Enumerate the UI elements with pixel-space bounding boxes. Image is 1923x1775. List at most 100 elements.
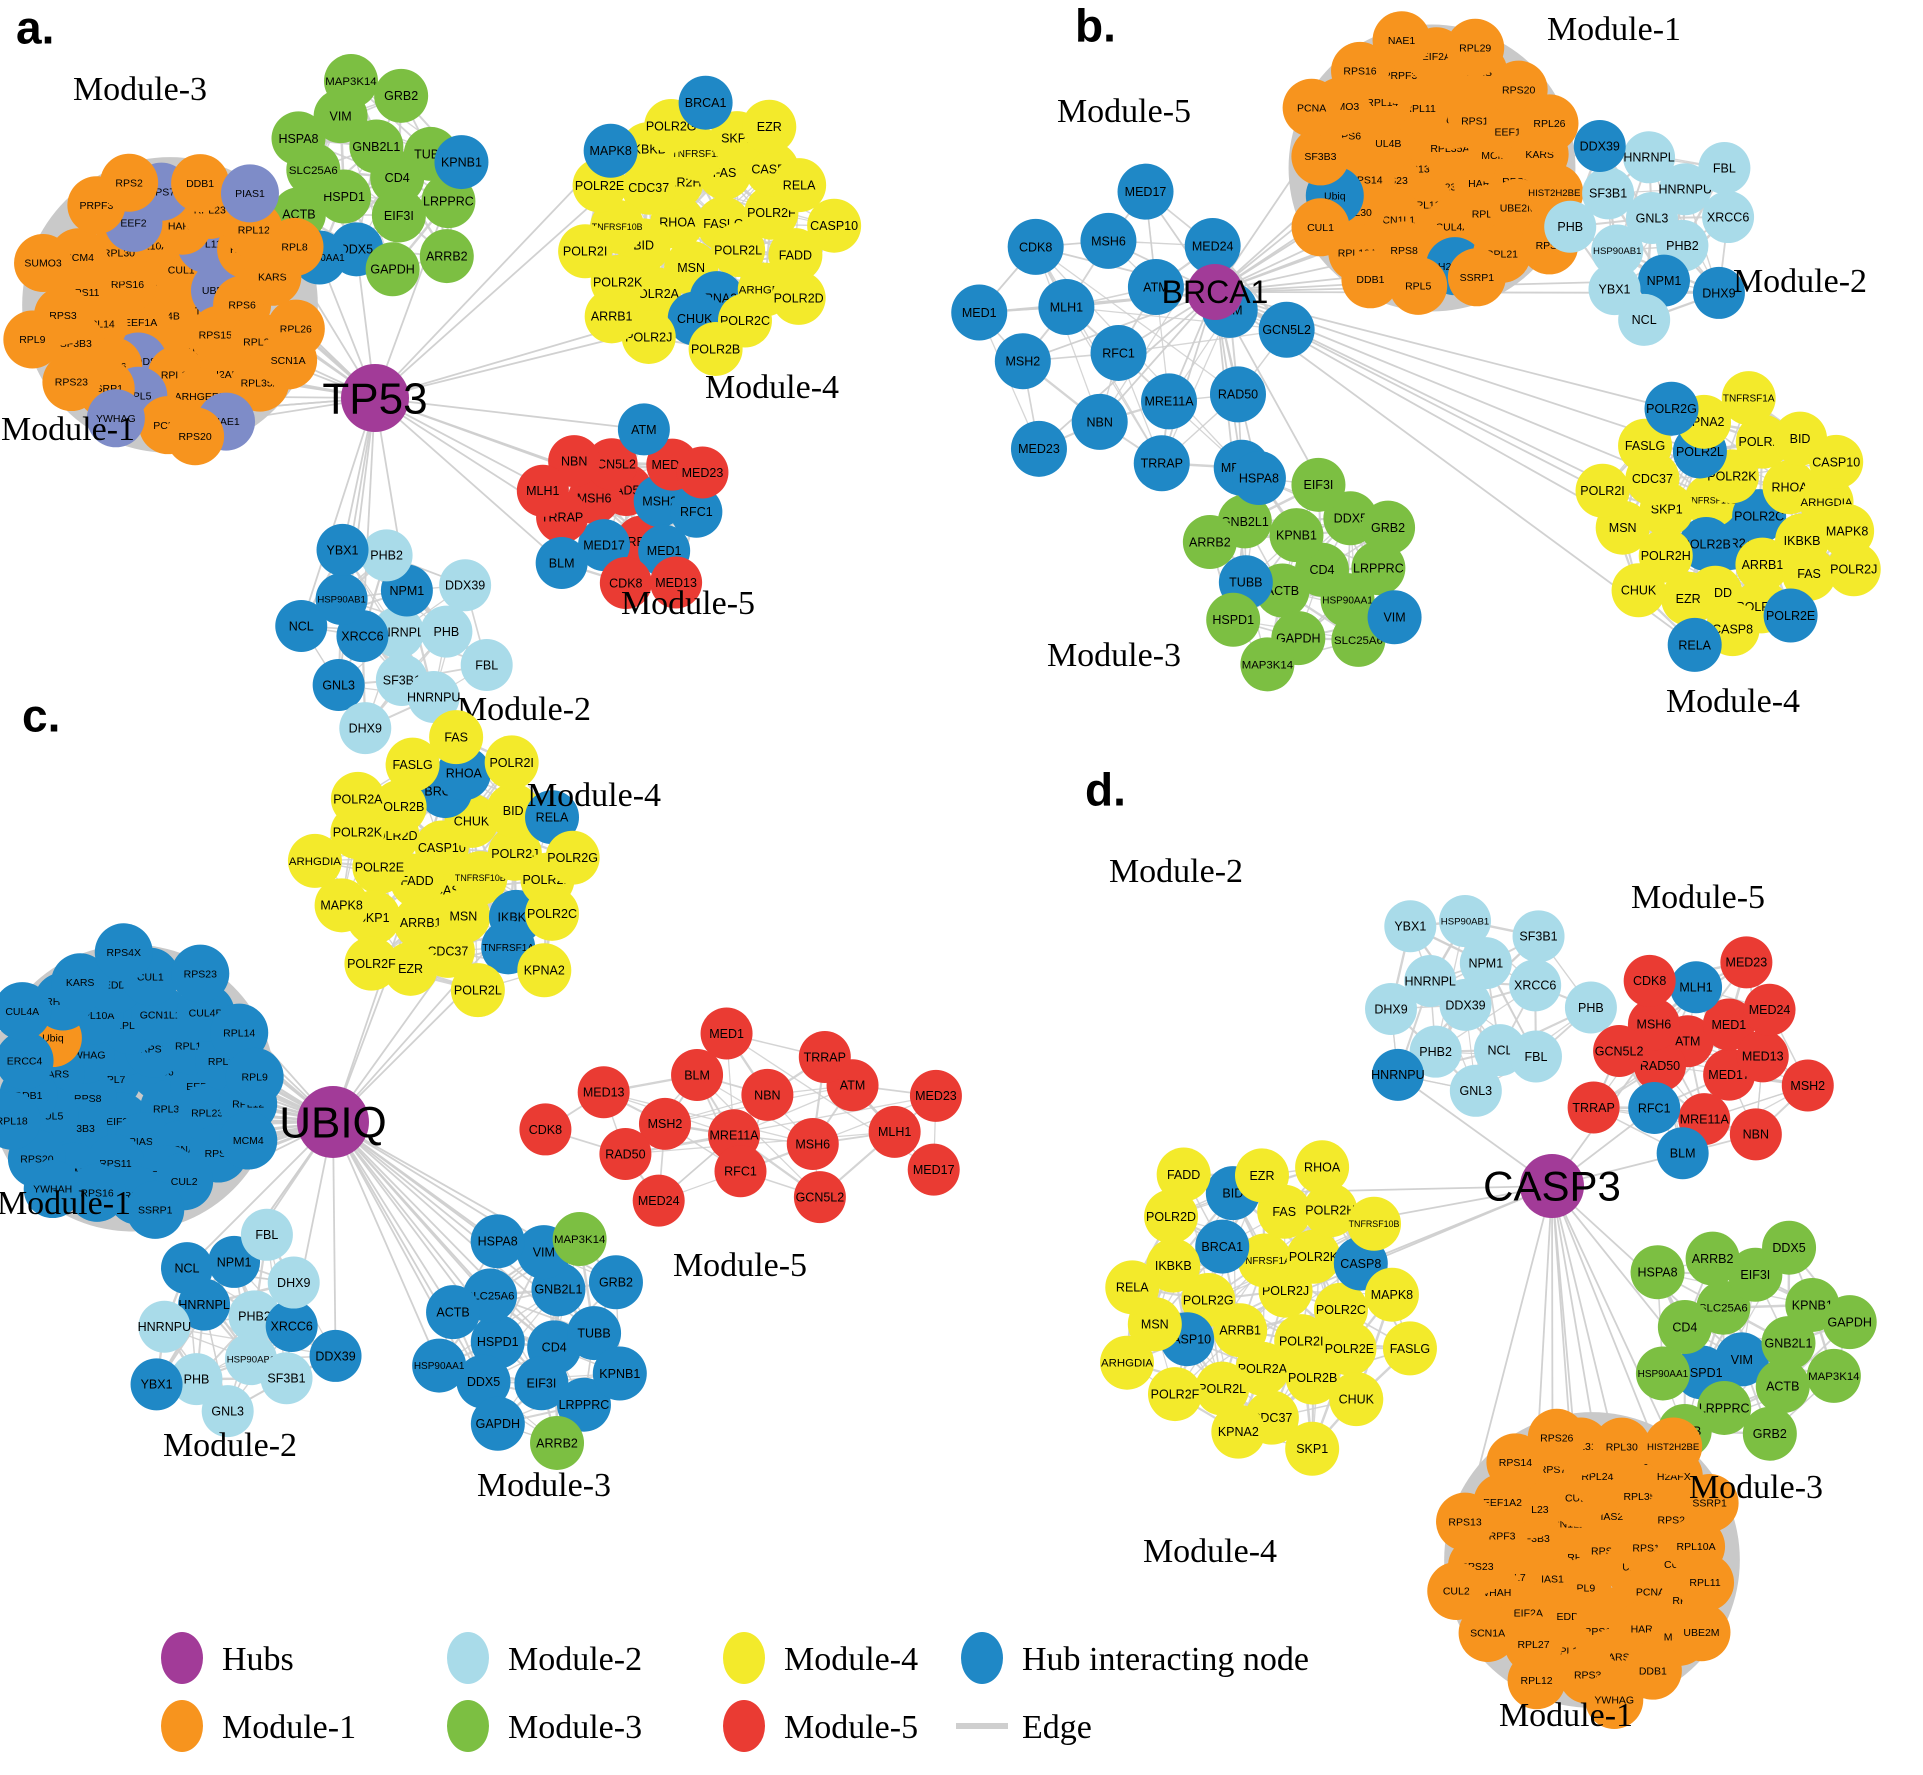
node-CASP10[interactable]: CASP10: [807, 198, 862, 253]
node-CUL1[interactable]: CUL1: [1291, 198, 1350, 257]
node-MED24[interactable]: MED24: [1743, 983, 1796, 1036]
node-HSPD1[interactable]: HSPD1: [1206, 592, 1261, 647]
node-TRRAP[interactable]: TRRAP: [1133, 435, 1190, 492]
node-POLR2A[interactable]: POLR2A: [330, 771, 385, 826]
node-MLH1[interactable]: MLH1: [516, 464, 569, 517]
node-HSPA8[interactable]: HSPA8: [1630, 1245, 1685, 1300]
node-MED13[interactable]: MED13: [650, 556, 703, 609]
node-MLH1[interactable]: MLH1: [1670, 961, 1723, 1014]
node-ATM[interactable]: ATM: [1127, 259, 1184, 316]
node-PIAS1[interactable]: PIAS1: [220, 164, 279, 223]
node-CHUK[interactable]: CHUK: [1611, 563, 1666, 618]
node-TRRAP[interactable]: TRRAP: [798, 1031, 851, 1084]
node-YBX1[interactable]: YBX1: [130, 1358, 183, 1411]
node-EIF3I[interactable]: EIF3I: [371, 188, 426, 243]
node-GAPDH[interactable]: GAPDH: [470, 1396, 525, 1451]
node-DHX9[interactable]: DHX9: [339, 702, 392, 755]
node-KPNA2[interactable]: KPNA2: [517, 943, 572, 998]
node-GCN5L2[interactable]: GCN5L2: [793, 1171, 846, 1224]
node-PHB[interactable]: PHB: [420, 605, 473, 658]
node-RELA[interactable]: RELA: [772, 158, 827, 213]
node-RPL12[interactable]: RPL12: [1507, 1651, 1566, 1710]
node-MCM4[interactable]: MCM4: [219, 1111, 278, 1170]
node-GRB2[interactable]: GRB2: [1742, 1406, 1797, 1461]
node-PHB[interactable]: PHB: [1564, 981, 1617, 1034]
node-SSRP1[interactable]: SSRP1: [1680, 1474, 1739, 1533]
node-KPNA2[interactable]: KPNA2: [1211, 1404, 1266, 1459]
node-RPL9[interactable]: RPL9: [3, 310, 62, 369]
node-MED23[interactable]: MED23: [1720, 936, 1773, 989]
node-RFC1[interactable]: RFC1: [714, 1145, 767, 1198]
node-VIM[interactable]: VIM: [1367, 590, 1422, 645]
node-GAPDH[interactable]: GAPDH: [1822, 1295, 1877, 1350]
node-RPS2[interactable]: RPS2: [100, 153, 159, 212]
node-ACTB[interactable]: ACTB: [1755, 1359, 1810, 1414]
node-SSRP1[interactable]: SSRP1: [126, 1180, 185, 1239]
node-FAS[interactable]: FAS: [429, 710, 484, 765]
node-RPS20[interactable]: RPS20: [166, 407, 225, 466]
node-DDX39[interactable]: DDX39: [309, 1329, 362, 1382]
node-HSPA8[interactable]: HSPA8: [271, 111, 326, 166]
node-ARHGDIA[interactable]: ARHGDIA: [287, 833, 342, 888]
node-YWHAG[interactable]: YWHAG: [86, 389, 145, 448]
node-MAP3K14[interactable]: MAP3K14: [1806, 1348, 1861, 1403]
node-MED17[interactable]: MED17: [907, 1143, 960, 1196]
node-ARRB2[interactable]: ARRB2: [530, 1415, 585, 1470]
node-BLM[interactable]: BLM: [1656, 1127, 1709, 1180]
node-DDX5[interactable]: DDX5: [1762, 1220, 1817, 1275]
node-EZR[interactable]: EZR: [1234, 1148, 1289, 1203]
node-MSH6[interactable]: MSH6: [786, 1117, 839, 1170]
node-RFC1[interactable]: RFC1: [1628, 1081, 1681, 1134]
node-HSPA8[interactable]: HSPA8: [1231, 451, 1286, 506]
node-RHOA[interactable]: RHOA: [1295, 1140, 1350, 1195]
node-GCN5L2[interactable]: GCN5L2: [1593, 1024, 1646, 1077]
node-MED1[interactable]: MED1: [700, 1007, 753, 1060]
node-MLH1[interactable]: MLH1: [868, 1105, 921, 1158]
node-POLR2J[interactable]: POLR2J: [1826, 542, 1881, 597]
node-CDK8[interactable]: CDK8: [519, 1103, 572, 1156]
node-CDK8[interactable]: CDK8: [1623, 954, 1676, 1007]
node-XRCC6[interactable]: XRCC6: [1702, 191, 1755, 244]
node-BLM[interactable]: BLM: [535, 537, 588, 590]
node-SSRP1[interactable]: SSRP1: [1447, 248, 1506, 307]
node-RPL8[interactable]: RPL8: [265, 217, 324, 276]
node-ARHGDIA[interactable]: ARHGDIA: [1100, 1335, 1155, 1390]
node-MED23[interactable]: MED23: [909, 1069, 962, 1122]
node-MSH2[interactable]: MSH2: [994, 333, 1051, 390]
node-FBL[interactable]: FBL: [1698, 142, 1751, 195]
node-RPL9[interactable]: RPL9: [225, 1047, 284, 1106]
node-HSPA8[interactable]: HSPA8: [470, 1214, 525, 1269]
node-RPL29[interactable]: RPL29: [1446, 18, 1505, 77]
node-GNL3[interactable]: GNL3: [312, 658, 365, 711]
node-BRCA1[interactable]: BRCA1: [1195, 1219, 1250, 1274]
node-ARRB1[interactable]: ARRB1: [584, 289, 639, 344]
node-RPS4X[interactable]: RPS4X: [94, 923, 153, 982]
node-MED23[interactable]: MED23: [1010, 420, 1067, 477]
node-KPNB1[interactable]: KPNB1: [1269, 508, 1324, 563]
node-NCL[interactable]: NCL: [160, 1242, 213, 1295]
node-GAPDH[interactable]: GAPDH: [365, 242, 420, 297]
node-POLR2G[interactable]: POLR2G: [545, 830, 600, 885]
node-XRCC6[interactable]: XRCC6: [1509, 959, 1562, 1012]
node-POLR2F[interactable]: POLR2F: [344, 936, 399, 991]
node-ARRB2[interactable]: ARRB2: [1685, 1231, 1740, 1286]
node-FBL[interactable]: FBL: [240, 1208, 293, 1261]
node-MAPK8[interactable]: MAPK8: [583, 123, 638, 178]
node-POLR2C[interactable]: POLR2C: [525, 886, 580, 941]
node-ATM[interactable]: ATM: [617, 403, 670, 456]
node-RPS23[interactable]: RPS23: [171, 944, 230, 1003]
node-FADD[interactable]: FADD: [1156, 1147, 1211, 1202]
node-POLR2D[interactable]: POLR2D: [771, 270, 826, 325]
node-NCL[interactable]: NCL: [1618, 293, 1671, 346]
node-GCN5L2[interactable]: GCN5L2: [1258, 301, 1315, 358]
node-MSH2[interactable]: MSH2: [1781, 1059, 1834, 1112]
node-HSP90AB1[interactable]: HSP90AB1: [1439, 895, 1492, 948]
node-POLR2E[interactable]: POLR2E: [1322, 1321, 1377, 1376]
node-CHUK[interactable]: CHUK: [1329, 1372, 1384, 1427]
node-CUL2[interactable]: CUL2: [1427, 1561, 1486, 1620]
node-TRRAP[interactable]: TRRAP: [1567, 1081, 1620, 1134]
node-KPNB1[interactable]: KPNB1: [592, 1346, 647, 1401]
node-MRE11A[interactable]: MRE11A: [1141, 373, 1198, 430]
node-YWHAG[interactable]: YWHAG: [1585, 1670, 1644, 1729]
node-MED23[interactable]: MED23: [676, 446, 729, 499]
